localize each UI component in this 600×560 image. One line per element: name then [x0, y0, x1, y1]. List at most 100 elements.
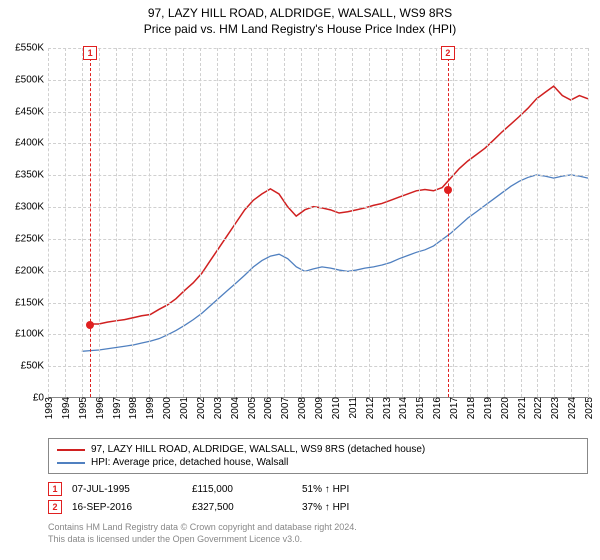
footer-attribution: Contains HM Land Registry data © Crown c… [48, 522, 588, 545]
x-tick-label: 2022 [530, 397, 544, 419]
y-tick-label: £200K [15, 265, 48, 276]
x-tick-label: 2000 [159, 397, 173, 419]
x-tick-label: 1999 [142, 397, 156, 419]
sales-row: 107-JUL-1995£115,00051% ↑ HPI [48, 480, 588, 498]
footer-line2: This data is licensed under the Open Gov… [48, 534, 588, 546]
x-tick-label: 1995 [75, 397, 89, 419]
sales-marker-icon: 1 [48, 482, 62, 496]
gridline-v [571, 48, 572, 397]
x-tick-label: 2014 [395, 397, 409, 419]
x-tick-label: 2012 [362, 397, 376, 419]
gridline-v [82, 48, 83, 397]
footer-line1: Contains HM Land Registry data © Crown c… [48, 522, 588, 534]
x-tick-label: 2003 [210, 397, 224, 419]
x-tick-label: 2025 [581, 397, 595, 419]
x-tick-label: 1998 [125, 397, 139, 419]
sale-marker-box: 2 [441, 46, 455, 60]
series-line [90, 86, 588, 324]
gridline-v [200, 48, 201, 397]
x-tick-label: 2020 [497, 397, 511, 419]
gridline-v [402, 48, 403, 397]
y-tick-label: £500K [15, 74, 48, 85]
sale-marker-dot [86, 321, 94, 329]
gridline-v [234, 48, 235, 397]
gridline-v [217, 48, 218, 397]
legend-label: 97, LAZY HILL ROAD, ALDRIDGE, WALSALL, W… [91, 444, 425, 455]
gridline-v [48, 48, 49, 397]
plot-area: £0£50K£100K£150K£200K£250K£300K£350K£400… [48, 48, 588, 398]
x-tick-label: 2010 [328, 397, 342, 419]
x-tick-label: 2013 [379, 397, 393, 419]
title-address: 97, LAZY HILL ROAD, ALDRIDGE, WALSALL, W… [0, 6, 600, 20]
gridline-v [369, 48, 370, 397]
y-tick-label: £350K [15, 170, 48, 181]
sale-marker-line [90, 48, 91, 397]
gridline-v [284, 48, 285, 397]
x-tick-label: 2024 [564, 397, 578, 419]
y-tick-label: £300K [15, 202, 48, 213]
gridline-v [436, 48, 437, 397]
gridline-v [183, 48, 184, 397]
x-tick-label: 2002 [193, 397, 207, 419]
sale-marker-line [448, 48, 449, 397]
x-tick-label: 2011 [345, 397, 359, 419]
sale-marker-dot [444, 186, 452, 194]
gridline-v [470, 48, 471, 397]
x-tick-label: 2023 [547, 397, 561, 419]
sales-price: £115,000 [192, 484, 292, 495]
y-tick-label: £450K [15, 106, 48, 117]
gridline-v [537, 48, 538, 397]
gridline-v [301, 48, 302, 397]
sales-date: 07-JUL-1995 [72, 484, 182, 495]
y-tick-label: £100K [15, 329, 48, 340]
sales-marker-icon: 2 [48, 500, 62, 514]
y-tick-label: £150K [15, 297, 48, 308]
gridline-v [166, 48, 167, 397]
sales-delta: 37% ↑ HPI [302, 502, 422, 513]
gridline-v [335, 48, 336, 397]
gridline-v [419, 48, 420, 397]
x-tick-label: 2019 [480, 397, 494, 419]
x-tick-label: 1993 [41, 397, 55, 419]
gridline-v [588, 48, 589, 397]
gridline-v [352, 48, 353, 397]
sales-table: 107-JUL-1995£115,00051% ↑ HPI216-SEP-201… [48, 480, 588, 516]
x-tick-label: 2004 [227, 397, 241, 419]
gridline-v [554, 48, 555, 397]
x-tick-label: 2008 [294, 397, 308, 419]
gridline-v [65, 48, 66, 397]
x-tick-label: 1997 [109, 397, 123, 419]
gridline-v [149, 48, 150, 397]
gridline-v [267, 48, 268, 397]
x-tick-label: 2018 [463, 397, 477, 419]
chart-titles: 97, LAZY HILL ROAD, ALDRIDGE, WALSALL, W… [0, 0, 600, 36]
legend-row: HPI: Average price, detached house, Wals… [57, 456, 579, 469]
y-tick-label: £400K [15, 138, 48, 149]
chart-container: 97, LAZY HILL ROAD, ALDRIDGE, WALSALL, W… [0, 0, 600, 560]
sales-row: 2 16-SEP-2016 £327,500 37% ↑ HPI [48, 498, 588, 516]
legend: 97, LAZY HILL ROAD, ALDRIDGE, WALSALL, W… [48, 438, 588, 474]
y-tick-label: £250K [15, 233, 48, 244]
x-tick-label: 2007 [277, 397, 291, 419]
x-tick-label: 2009 [311, 397, 325, 419]
legend-label: HPI: Average price, detached house, Wals… [91, 457, 288, 468]
gridline-v [504, 48, 505, 397]
x-tick-label: 2021 [514, 397, 528, 419]
x-tick-label: 1994 [58, 397, 72, 419]
title-subtitle: Price paid vs. HM Land Registry's House … [0, 22, 600, 36]
gridline-v [386, 48, 387, 397]
x-tick-label: 2017 [446, 397, 460, 419]
x-tick-label: 2005 [244, 397, 258, 419]
x-tick-label: 2015 [412, 397, 426, 419]
gridline-v [453, 48, 454, 397]
x-tick-label: 2006 [260, 397, 274, 419]
sales-date: 16-SEP-2016 [72, 502, 182, 513]
gridline-v [99, 48, 100, 397]
x-tick-label: 2016 [429, 397, 443, 419]
gridline-v [521, 48, 522, 397]
gridline-v [132, 48, 133, 397]
y-tick-label: £550K [15, 43, 48, 54]
gridline-v [487, 48, 488, 397]
sales-price: £327,500 [192, 502, 292, 513]
legend-swatch [57, 462, 85, 464]
